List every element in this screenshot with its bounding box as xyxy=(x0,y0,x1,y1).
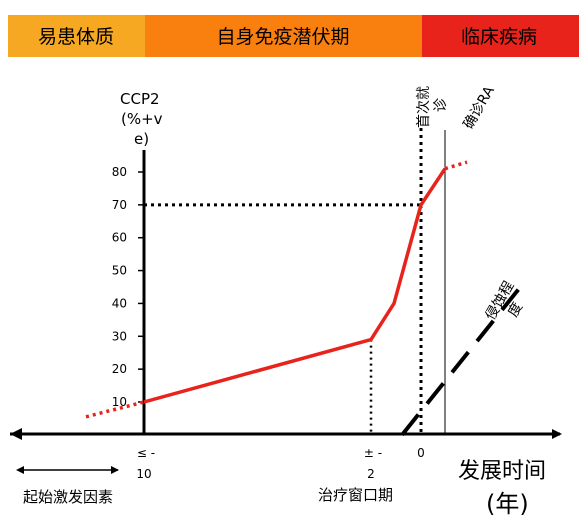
y-tick-label-50: 50 xyxy=(112,264,127,278)
y-tick-label-20: 20 xyxy=(112,362,127,376)
y-tick-label-30: 30 xyxy=(112,329,127,343)
x-tick-label-2: 0 xyxy=(417,446,425,460)
y-axis-label-line-3: e) xyxy=(134,130,149,148)
first-visit-label-line-1: 首次就 xyxy=(416,86,432,128)
series-extension-after-0 xyxy=(444,160,468,171)
x-tick-label-1: 2 xyxy=(367,467,375,481)
x-tick-label-0: 10 xyxy=(136,467,151,481)
reference-lines xyxy=(144,128,446,434)
series-extension-before-0 xyxy=(85,400,145,419)
first-visit-label: 首次就 诊 xyxy=(416,86,449,128)
y-tick-label-70: 70 xyxy=(112,198,127,212)
y-tick-label-40: 40 xyxy=(112,296,127,310)
y-axis-label-line-1: CCP2 xyxy=(120,90,160,108)
phase-header: 易患体质 自身免疫潜伏期 临床疾病 xyxy=(8,15,579,57)
erosion-degree-line xyxy=(400,282,525,437)
x-tick-label-top-1: ± - xyxy=(364,446,382,460)
x-axis-left-arrow xyxy=(10,428,22,440)
phase-label-predisposition: 易患体质 xyxy=(38,26,114,48)
phase-bar-autoimmune-latency xyxy=(145,15,422,57)
ra-diagnosis-label: 确诊RA xyxy=(461,83,498,132)
series-line-0 xyxy=(143,167,447,404)
erosion-label-line-2: 度 xyxy=(505,300,526,320)
phase-bar-clinical-disease xyxy=(422,15,579,57)
y-axis-label: CCP2 (%+v e) xyxy=(120,90,163,148)
y-axis-label-line-2: (%+v xyxy=(121,110,163,128)
x-axis-label-line-1: 发展时间 xyxy=(458,459,546,484)
phase-bar-predisposition xyxy=(8,15,145,57)
y-tick-labels: 10 20 30 40 50 60 70 80 xyxy=(112,165,144,409)
x-tick-label-top-0: ≤ - xyxy=(137,446,155,460)
y-tick-label-10: 10 xyxy=(112,395,127,409)
x-tick-labels: ≤ - 10 ± - 2 0 xyxy=(136,446,424,481)
phase-label-autoimmune-latency: 自身免疫潜伏期 xyxy=(216,26,349,48)
treatment-window-label: 治疗窗口期 xyxy=(318,486,393,504)
ccp2-series xyxy=(85,160,468,419)
initiating-factor-label: 起始激发因素 xyxy=(23,488,113,506)
y-tick-label-60: 60 xyxy=(112,231,127,245)
x-axis-label-line-2: (年) xyxy=(486,490,529,518)
y-tick-label-80: 80 xyxy=(112,165,127,179)
phase-label-clinical-disease: 临床疾病 xyxy=(461,26,537,48)
first-visit-label-line-2: 诊 xyxy=(433,98,449,112)
initiating-factor-arrow-left xyxy=(16,466,24,474)
ra-diagnosis-label-text: 确诊RA xyxy=(461,83,498,132)
